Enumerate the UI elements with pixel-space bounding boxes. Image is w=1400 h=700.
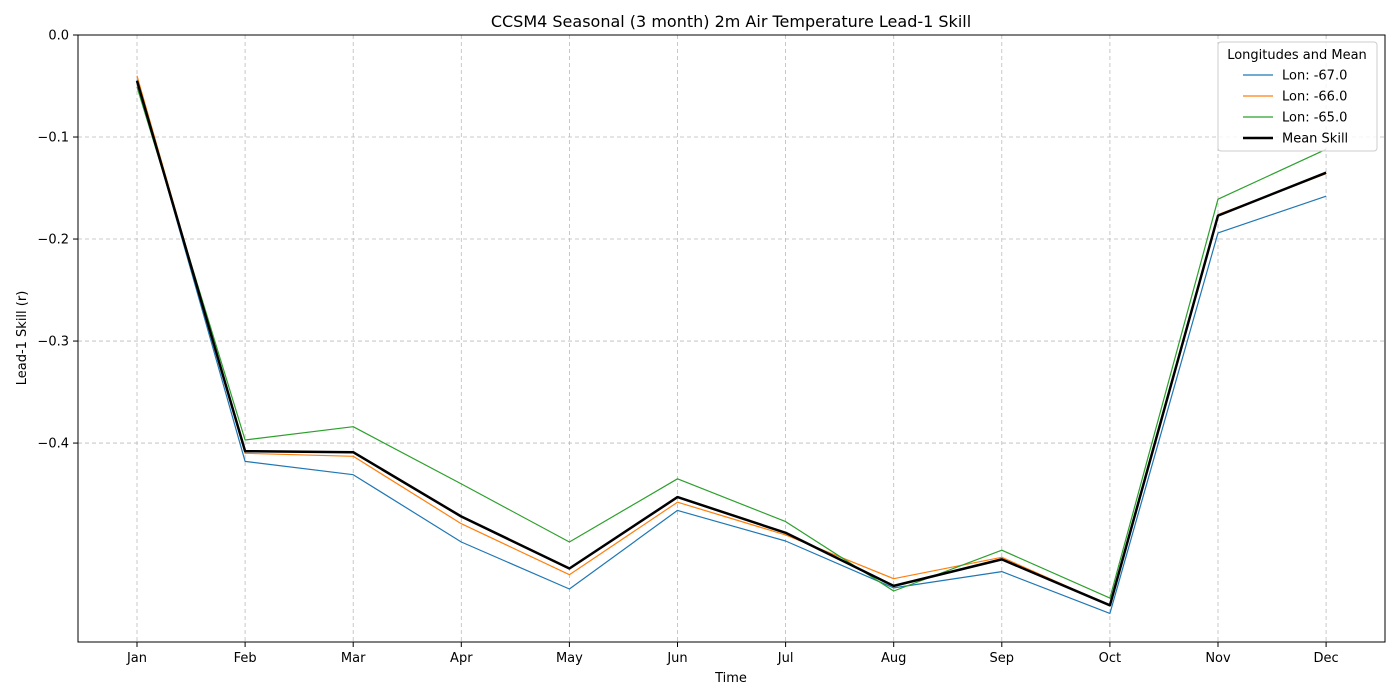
chart-title: CCSM4 Seasonal (3 month) 2m Air Temperat… (491, 12, 971, 31)
x-tick-label: Aug (881, 651, 906, 666)
plot-area-frame (77, 34, 1386, 643)
legend-label: Mean Skill (1282, 132, 1348, 147)
legend-label: Lon: -67.0 (1282, 69, 1347, 84)
y-tick-label: −0.4 (37, 437, 69, 452)
series-line (136, 79, 1327, 615)
legend-box (1217, 41, 1378, 152)
y-axis: 0.0 −0.1 −0.2 −0.3 −0.4 (37, 29, 78, 452)
legend: Longitudes and Mean Lon: -67.0 Lon: -66.0… (1217, 41, 1378, 152)
x-tick-label: Dec (1314, 651, 1339, 666)
x-axis-title: Time (714, 671, 747, 686)
legend-title: Longitudes and Mean (1227, 48, 1367, 63)
series-line (135, 80, 1327, 607)
x-tick-label: May (556, 651, 583, 666)
x-tick-label: Oct (1099, 651, 1121, 666)
x-tick-label: Mar (341, 651, 366, 666)
legend-label: Lon: -65.0 (1282, 111, 1347, 126)
x-tick-label: Nov (1205, 651, 1231, 666)
y-tick-label: −0.3 (37, 335, 69, 350)
y-tick-label: 0.0 (48, 29, 69, 44)
series-line (136, 86, 1327, 599)
y-tick-label: −0.2 (37, 233, 69, 248)
x-axis: Jan Feb Mar Apr May Jun Jul Aug Sep Oct Nov Dec (126, 642, 1339, 666)
series-lines (135, 75, 1327, 615)
y-axis-title: Lead-1 Skill (r) (15, 291, 30, 386)
x-tick-label: Jul (777, 651, 794, 666)
x-tick-label: Sep (990, 651, 1015, 666)
y-tick-label: −0.1 (37, 131, 69, 146)
x-tick-label: Apr (450, 651, 473, 666)
x-tick-label: Feb (234, 651, 257, 666)
legend-label: Lon: -66.0 (1282, 90, 1347, 105)
x-tick-label: Jan (126, 651, 147, 666)
x-tick-label: Jun (666, 651, 687, 666)
